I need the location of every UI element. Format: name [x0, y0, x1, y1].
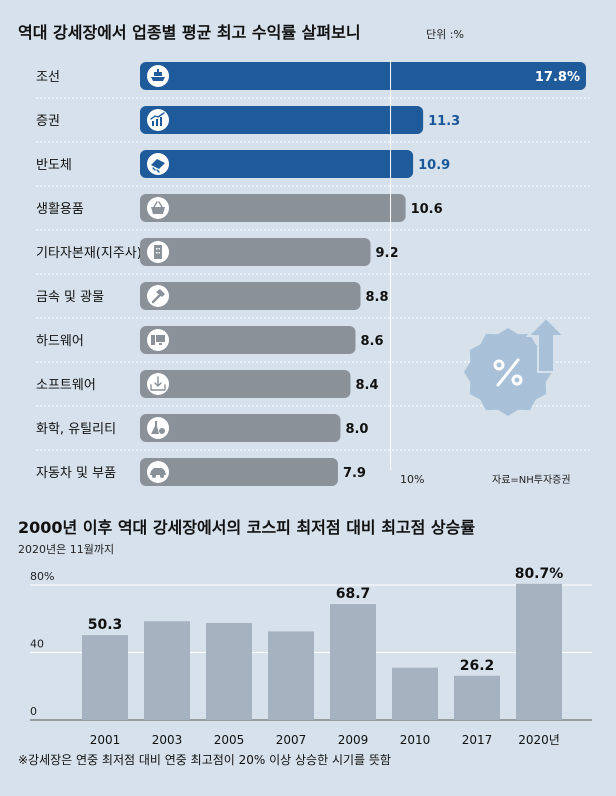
category-label: 조선 — [36, 70, 60, 85]
chart2-column: 2010 — [392, 667, 438, 747]
bar — [140, 458, 338, 486]
x-tick-label: 2003 — [152, 733, 183, 747]
column-bar — [82, 635, 128, 720]
building-icon — [147, 241, 169, 263]
category-label: 하드웨어 — [36, 334, 84, 349]
y-tick-label: 0 — [30, 705, 37, 718]
bar — [140, 414, 341, 442]
chart1-row: 자동차 및 부품 7.9 — [36, 449, 590, 486]
category-label: 생활용품 — [36, 202, 84, 217]
chart2-column: 2003 — [144, 621, 190, 747]
download-tray-icon — [147, 373, 169, 395]
column-value-label: 80.7% — [515, 566, 564, 582]
bar — [140, 194, 406, 222]
bar — [140, 150, 414, 178]
chart2-column: 2020년 80.7% — [515, 566, 564, 747]
chart1-row: 증권 11.3 — [36, 97, 590, 134]
chart1-row: 금속 및 광물 8.8 — [36, 273, 590, 310]
chart2-column: 2017 26.2 — [454, 658, 500, 747]
chart2-column: 2001 50.3 — [82, 617, 128, 747]
x-tick-label: 2010 — [400, 733, 431, 747]
value-label: 11.3 — [428, 114, 460, 129]
y-tick-label: 40 — [30, 638, 44, 651]
ship-icon — [147, 65, 169, 87]
flask-icon — [147, 417, 169, 439]
bar — [140, 106, 424, 134]
chart2-footnote: ※강세장은 연중 최저점 대비 연중 최고점이 20% 이상 상승한 시기를 뜻… — [18, 753, 391, 767]
bar — [140, 326, 356, 354]
column-bar — [330, 604, 376, 720]
column-value-label: 26.2 — [460, 658, 495, 674]
value-label: 8.8 — [365, 290, 388, 305]
x-tick-label: 2017 — [462, 733, 493, 747]
hammer-icon — [147, 285, 169, 307]
chart1-row: 조선 17.8% — [36, 62, 586, 90]
chart1-row: 화학, 유틸리티 8.0 — [36, 405, 590, 442]
chart2-bars: 2001 50.3 2003 2005 2007 2009 68.7 2010 2017 26.2… — [82, 566, 563, 747]
bar — [140, 238, 371, 266]
bar — [140, 370, 351, 398]
column-bar — [268, 631, 314, 720]
chart1-source: 자료=NH투자증권 — [492, 474, 571, 486]
x-tick-label: 2009 — [338, 733, 369, 747]
car-icon — [147, 461, 169, 483]
chart1-unit-label: 단위 :% — [426, 28, 464, 41]
category-label: 기타자본재(지주사) — [36, 246, 142, 261]
value-label: 8.0 — [345, 422, 368, 437]
column-value-label: 50.3 — [88, 617, 123, 633]
x-tick-label: 2005 — [214, 733, 245, 747]
chart1-reference-label: 10% — [400, 473, 424, 486]
chart2-column: 2009 68.7 — [330, 586, 376, 747]
chart1-bars: 조선 17.8% 증권 11.3 반도체 10.9 생활용품 10.6 기타자본재(지주사) 9.… — [36, 60, 590, 486]
stock-chart-icon — [147, 109, 169, 131]
column-bar — [206, 622, 252, 720]
column-bar — [454, 675, 500, 720]
value-label: 8.4 — [355, 378, 378, 393]
category-label: 자동차 및 부품 — [36, 466, 116, 481]
y-tick-label: 80% — [30, 570, 54, 583]
x-tick-label: 2001 — [90, 733, 121, 747]
chart1-row: 하드웨어 8.6 — [36, 317, 590, 354]
value-label: 7.9 — [343, 466, 366, 481]
x-tick-label: 2007 — [276, 733, 307, 747]
chart1-row: 기타자본재(지주사) 9.2 — [36, 229, 590, 266]
chart2-subtitle: 2020년은 11월까지 — [18, 543, 114, 556]
value-label: 10.6 — [411, 202, 443, 217]
category-label: 소프트웨어 — [36, 378, 96, 393]
bar — [140, 282, 361, 310]
category-label: 화학, 유틸리티 — [36, 422, 116, 437]
category-label: 증권 — [36, 114, 60, 129]
chart1-row: 생활용품 10.6 — [36, 185, 590, 222]
basket-icon — [147, 197, 169, 219]
category-label: 반도체 — [36, 158, 72, 173]
column-bar — [392, 667, 438, 720]
chart1-title: 역대 강세장에서 업종별 평균 최고 수익률 살펴보니 — [18, 23, 361, 42]
category-label: 금속 및 광물 — [36, 290, 104, 305]
value-label: 8.6 — [360, 334, 383, 349]
computer-icon — [147, 329, 169, 351]
column-bar — [144, 621, 190, 720]
bar — [140, 62, 586, 90]
chart2-column: 2007 — [268, 631, 314, 747]
percent-up-arrow-icon — [464, 316, 567, 416]
x-tick-label: 2020년 — [518, 733, 560, 747]
chart1-row: 반도체 10.9 — [36, 141, 590, 178]
value-label: 17.8% — [535, 70, 580, 85]
value-label: 9.2 — [376, 246, 399, 261]
column-value-label: 68.7 — [336, 586, 371, 602]
chip-icon — [147, 153, 169, 175]
chart2-title: 2000년 이후 역대 강세장에서의 코스피 최저점 대비 최고점 상승률 — [18, 518, 475, 537]
chart2-column: 2005 — [206, 622, 252, 747]
value-label: 10.9 — [418, 158, 450, 173]
column-bar — [516, 583, 562, 720]
